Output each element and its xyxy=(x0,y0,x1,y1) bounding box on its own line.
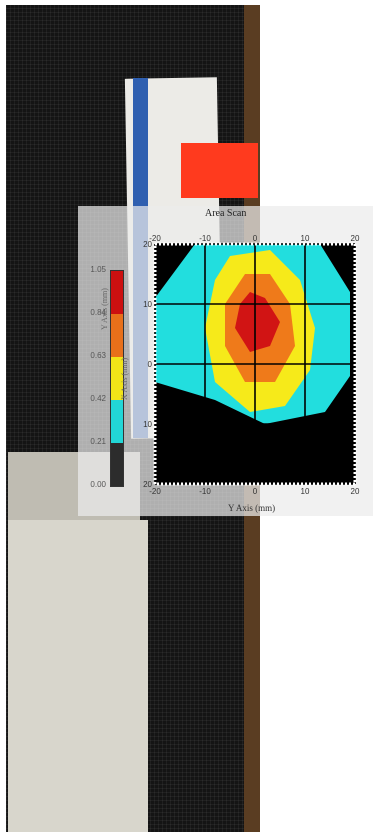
colorbar-title: Y Axis (mm) xyxy=(100,288,109,330)
y-tick-label: 20 xyxy=(143,240,152,249)
x-tick-label-bottom: 0 xyxy=(253,487,258,494)
colorbar-label: 0.00 xyxy=(90,480,106,489)
y-axis-title: X Axis (mm) xyxy=(120,357,129,400)
y-tick-label: -20 xyxy=(143,480,153,489)
y-tick-label: 10 xyxy=(143,300,152,309)
photo-red-tag xyxy=(181,143,258,198)
y-tick-label: 0 xyxy=(148,360,153,369)
colorbar-segment xyxy=(111,443,123,486)
colorbar-label: 1.05 xyxy=(90,265,106,274)
colorbar-segment xyxy=(111,271,123,314)
x-tick-label-top: 0 xyxy=(253,234,258,243)
colorbar-segment xyxy=(111,314,123,357)
x-tick-label-top: -20 xyxy=(149,234,161,243)
colorbar-label: 0.42 xyxy=(90,394,106,403)
colorbar-segment xyxy=(111,357,123,400)
colorbar-label: 0.21 xyxy=(90,437,106,446)
x-tick-label-top: 10 xyxy=(301,234,310,243)
x-tick-label-bottom: -20 xyxy=(149,487,161,494)
x-tick-label-bottom: -10 xyxy=(199,487,211,494)
plot-border xyxy=(153,242,357,486)
y-tick-label: -10 xyxy=(143,420,153,429)
photo-paper xyxy=(8,520,148,832)
x-tick-label-bottom: 10 xyxy=(301,487,310,494)
colorbar-segment xyxy=(111,400,123,443)
x-tick-label-top: 20 xyxy=(351,234,360,243)
colorbar xyxy=(110,270,124,487)
x-axis-title: Y Axis (mm) xyxy=(228,503,276,513)
chart-title: Area Scan xyxy=(205,208,247,219)
x-tick-label-top: -10 xyxy=(199,234,211,243)
contour-red xyxy=(235,292,280,352)
x-tick-label-bottom: 20 xyxy=(351,487,360,494)
colorbar-label: 0.63 xyxy=(90,351,106,360)
colorbar-label: 0.84 xyxy=(90,308,106,317)
